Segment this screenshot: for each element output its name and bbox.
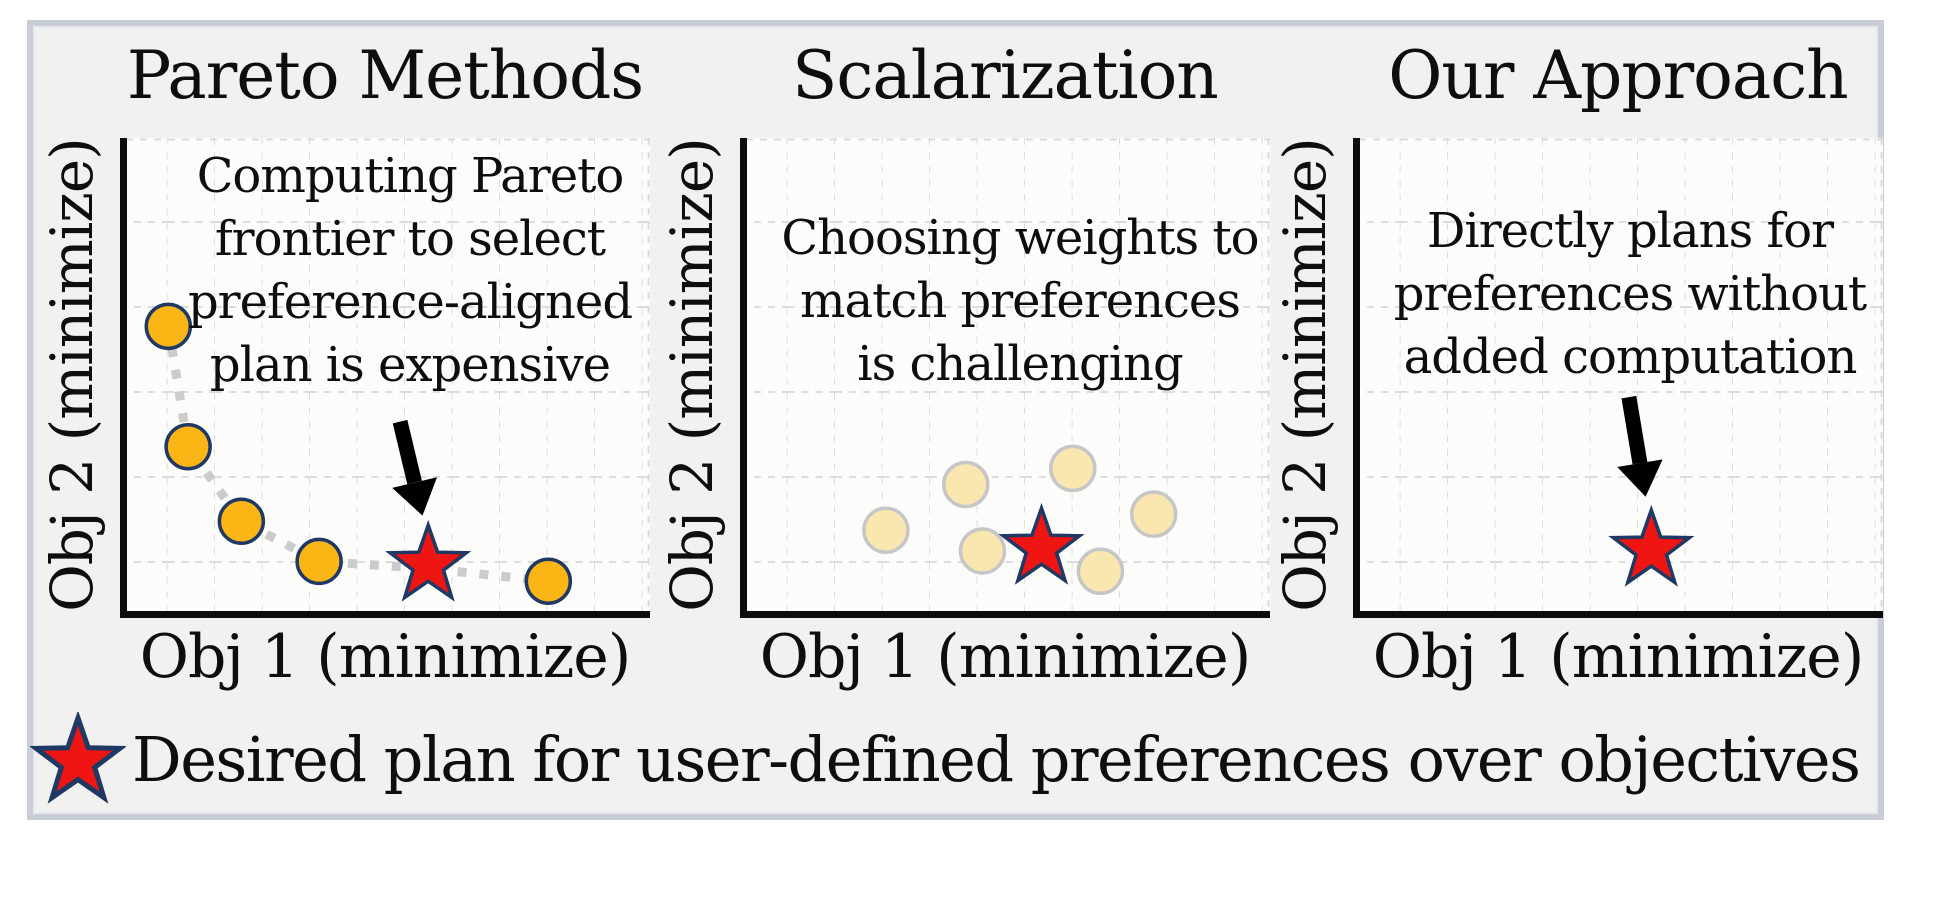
plot-pareto-methods bbox=[120, 138, 650, 618]
y-axis-line bbox=[740, 138, 747, 618]
panel-title-our-approach: Our Approach bbox=[1388, 37, 1848, 114]
candidate-point bbox=[1049, 444, 1097, 493]
star-icon bbox=[30, 712, 126, 804]
marker-layer bbox=[144, 302, 573, 605]
pareto-point bbox=[164, 422, 212, 471]
desired-plan-star-icon bbox=[385, 519, 472, 602]
candidate-point bbox=[942, 460, 990, 509]
desired-plan-star-icon bbox=[1608, 504, 1695, 587]
candidate-point bbox=[1076, 547, 1125, 596]
panel-title-pareto-methods: Pareto Methods bbox=[126, 37, 644, 114]
grid-lines bbox=[126, 138, 650, 612]
y-axis-label-panel1: Obj 2 (minimize) bbox=[38, 138, 107, 612]
arrow-shaft bbox=[1621, 395, 1648, 465]
x-axis-line bbox=[740, 611, 1270, 618]
grid-lines bbox=[1359, 138, 1883, 612]
arrow-head-icon bbox=[392, 477, 437, 516]
plot-our-approach bbox=[1353, 138, 1883, 618]
y-axis-line bbox=[120, 138, 127, 618]
pareto-point bbox=[144, 302, 193, 351]
arrow-head-icon bbox=[1617, 459, 1663, 497]
plot-scalarization bbox=[740, 138, 1270, 618]
candidate-point bbox=[1129, 490, 1178, 538]
pareto-point bbox=[524, 557, 573, 605]
grid-lines bbox=[746, 138, 1270, 612]
desired-plan-star-icon bbox=[998, 502, 1085, 585]
y-axis-line bbox=[1353, 138, 1360, 618]
candidate-point bbox=[862, 506, 910, 554]
marker-layer bbox=[1608, 395, 1695, 587]
annotation-scalarization: Choosing weights to match preferences is… bbox=[781, 210, 1259, 392]
x-axis-line bbox=[120, 611, 650, 618]
x-axis-label-panel3: Obj 1 (minimize) bbox=[1372, 622, 1864, 692]
panel-title-scalarization: Scalarization bbox=[792, 37, 1219, 114]
legend-label: Desired plan for user-defined preference… bbox=[132, 723, 1861, 796]
star-icon-shape bbox=[30, 712, 126, 804]
x-axis-label-panel2: Obj 1 (minimize) bbox=[759, 622, 1251, 692]
legend: Desired plan for user-defined preference… bbox=[30, 712, 1861, 808]
x-axis-label-panel1: Obj 1 (minimize) bbox=[139, 622, 631, 692]
annotation-pareto-methods: Computing Pareto frontier to select pref… bbox=[187, 148, 633, 393]
arrow-shaft bbox=[392, 419, 422, 485]
annotation-our-approach: Directly plans for preferences without a… bbox=[1393, 203, 1867, 385]
candidate-point bbox=[958, 527, 1007, 575]
pareto-point bbox=[217, 497, 266, 546]
x-axis-line bbox=[1353, 611, 1883, 618]
pareto-point bbox=[295, 537, 343, 586]
marker-layer bbox=[862, 444, 1178, 596]
